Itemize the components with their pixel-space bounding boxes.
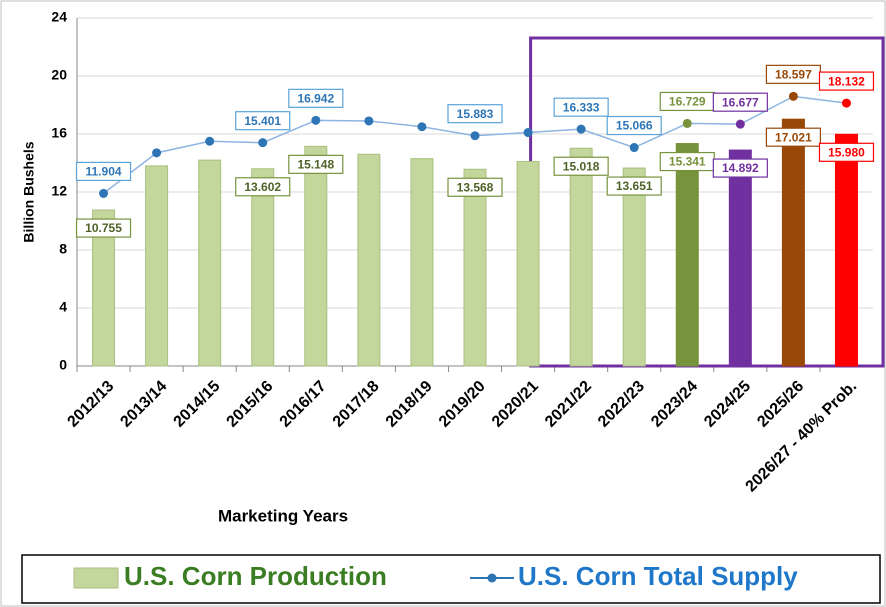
supply-marker <box>576 124 586 134</box>
bar-label-box <box>712 158 768 178</box>
bar-label: 13.568 <box>457 180 494 194</box>
bar-label: 15.018 <box>563 159 600 173</box>
y-tick-label: 0 <box>59 357 67 373</box>
bar-label-box <box>235 177 291 197</box>
legend-label: U.S. Corn Total Supply <box>518 561 798 591</box>
line-label: 15.883 <box>457 107 494 121</box>
bar-label-box <box>606 176 662 196</box>
line-label: 16.677 <box>722 95 759 109</box>
bar-label: 14.892 <box>722 161 759 175</box>
bar-label-box <box>765 127 822 147</box>
line-label-box <box>288 88 344 108</box>
y-tick-label: 16 <box>51 125 67 141</box>
line-label: 15.401 <box>244 114 281 128</box>
bar <box>463 168 487 367</box>
bar-label: 10.755 <box>85 221 122 235</box>
supply-marker <box>152 148 162 158</box>
bar <box>92 209 116 367</box>
bar-label-box <box>75 218 132 238</box>
line-label-box <box>712 92 768 112</box>
bar <box>675 143 699 367</box>
supply-marker <box>841 98 851 108</box>
line-label: 16.942 <box>297 92 334 106</box>
y-tick-label: 12 <box>51 183 67 199</box>
line-label-box <box>553 97 609 117</box>
line-label-box <box>447 104 503 124</box>
bar-label: 17.021 <box>775 130 812 144</box>
bar-label: 15.148 <box>297 158 334 172</box>
legend-box <box>21 554 881 604</box>
supply-marker <box>417 122 427 132</box>
line-label-box <box>75 161 132 181</box>
bar <box>781 118 805 367</box>
bar-label-box <box>818 142 875 162</box>
line-label: 11.904 <box>86 165 122 179</box>
bar-label: 13.602 <box>244 180 281 194</box>
line-label: 16.333 <box>563 100 600 114</box>
supply-marker <box>364 116 374 126</box>
line-label-box <box>606 115 662 136</box>
bar <box>516 161 540 367</box>
supply-marker <box>470 131 480 141</box>
bar <box>569 147 593 367</box>
supply-marker <box>788 91 798 101</box>
legend-label: U.S. Corn Production <box>124 561 387 591</box>
bar-label-box <box>288 154 344 174</box>
bar <box>304 145 328 367</box>
legend-marker <box>487 573 497 583</box>
supply-marker <box>99 188 109 198</box>
bar <box>357 153 381 367</box>
bar-label: 15.341 <box>669 155 706 169</box>
bar <box>728 149 752 367</box>
bar <box>198 159 222 367</box>
bar-label: 13.651 <box>616 179 653 193</box>
line-label-box <box>235 111 291 131</box>
supply-marker <box>682 118 692 128</box>
supply-marker <box>311 115 321 125</box>
bar <box>410 158 434 367</box>
bar-label-box <box>553 156 609 176</box>
y-tick-label: 4 <box>59 299 67 315</box>
line-label: 16.729 <box>669 95 706 109</box>
bar-label-box <box>447 177 503 197</box>
line-label: 15.066 <box>616 119 653 133</box>
supply-marker <box>258 138 268 148</box>
supply-marker <box>629 143 639 153</box>
legend-swatch <box>73 567 119 589</box>
supply-marker <box>523 128 533 138</box>
supply-marker <box>205 136 215 146</box>
y-tick-label: 24 <box>51 9 67 25</box>
line-label: 18.132 <box>828 74 865 88</box>
y-axis-title: Billion Bushels <box>21 141 37 242</box>
bar-label: 15.980 <box>828 145 865 159</box>
y-tick-label: 20 <box>51 67 67 83</box>
y-tick-label: 8 <box>59 241 67 257</box>
bar <box>251 168 275 367</box>
bar <box>622 167 646 367</box>
supply-marker <box>735 119 745 129</box>
bar <box>145 165 169 367</box>
line-label-box <box>818 71 875 91</box>
line-label: 18.597 <box>775 68 812 82</box>
x-axis-title: Marketing Years <box>218 506 348 525</box>
bar <box>834 133 858 367</box>
